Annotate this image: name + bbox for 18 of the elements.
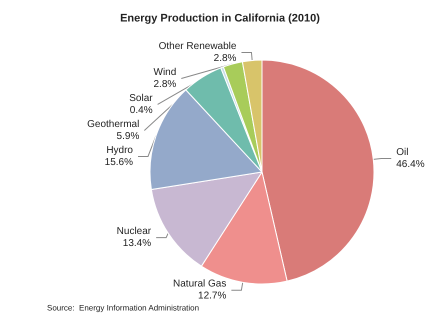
data-label: 12.7% — [198, 290, 226, 302]
slice-label: Geothermal — [87, 118, 140, 130]
data-label: 46.4% — [396, 158, 425, 170]
data-label: 13.4% — [122, 238, 152, 250]
data-label: 15.6% — [104, 156, 134, 168]
slice-label: Solar — [129, 92, 154, 104]
slice-label: Nuclear — [116, 226, 152, 238]
slice-label: Natural Gas — [173, 278, 226, 290]
slice-label: Hydro — [106, 144, 134, 156]
chart-title: Energy Production in California (2010) — [120, 12, 320, 24]
slice-label: Oil — [396, 146, 408, 158]
data-label: 2.8% — [214, 52, 237, 64]
data-label: 0.4% — [130, 104, 153, 116]
slice-label: Wind — [154, 66, 176, 78]
slice-label: Other Renewable — [158, 40, 237, 52]
data-label: 5.9% — [116, 130, 140, 142]
source-note: Source: Energy Information Administration — [47, 304, 200, 312]
data-label: 2.8% — [154, 78, 176, 90]
